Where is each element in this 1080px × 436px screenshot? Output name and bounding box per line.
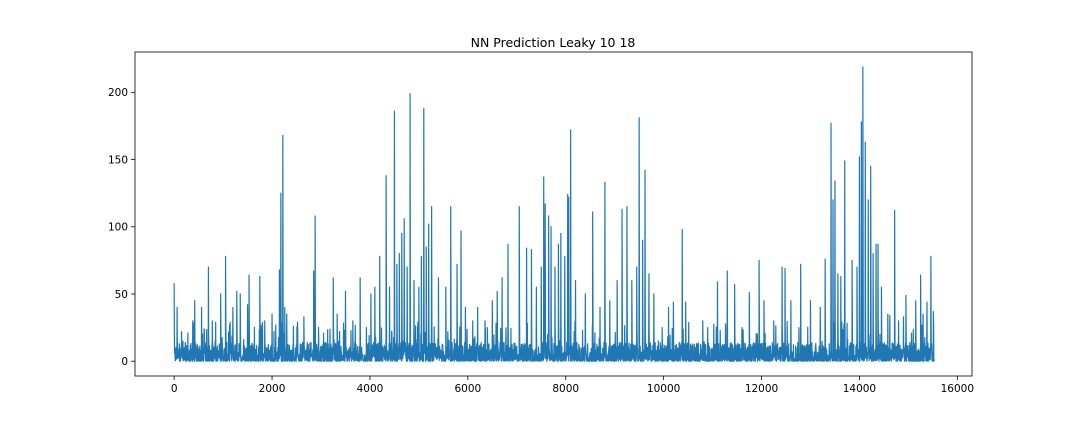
y-axis: 0 50 100 150 200 [108,87,135,368]
x-tick-label: 16000 [941,383,974,395]
y-tick-label: 100 [108,222,128,234]
x-tick-label: 12000 [745,383,778,395]
plot-frame [134,51,973,377]
x-tick-label: 10000 [647,383,680,395]
chart-title: NN Prediction Leaky 10 18 [471,35,636,50]
y-tick-label: 200 [108,87,128,99]
x-tick-label: 4000 [357,383,384,395]
y-tick-label: 0 [121,356,128,368]
series-line [173,66,935,362]
x-tick-label: 14000 [843,383,876,395]
x-tick-label: 6000 [454,383,481,395]
y-tick-label: 50 [115,289,128,301]
y-tick-label: 150 [108,154,128,166]
x-tick-label: 8000 [552,383,579,395]
x-tick-label: 2000 [259,383,286,395]
series-line-group [173,66,935,362]
x-axis: 0 2000 4000 6000 8000 10000 12000 14000 16000 [171,376,974,395]
x-tick-label: 0 [171,383,178,395]
